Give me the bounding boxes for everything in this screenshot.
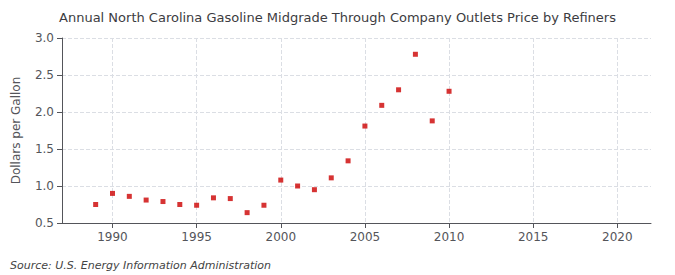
- svg-text:2020: 2020: [602, 230, 633, 244]
- svg-text:2015: 2015: [518, 230, 549, 244]
- svg-text:1990: 1990: [97, 230, 128, 244]
- svg-text:2000: 2000: [265, 230, 296, 244]
- svg-text:2.0: 2.0: [35, 105, 54, 119]
- svg-text:Source: U.S. Energy Informatio: Source: U.S. Energy Information Administ…: [10, 259, 271, 272]
- svg-text:2005: 2005: [350, 230, 381, 244]
- svg-text:Dollars per Gallon: Dollars per Gallon: [9, 77, 23, 185]
- svg-text:1995: 1995: [181, 230, 212, 244]
- svg-text:Annual North Carolina Gasoline: Annual North Carolina Gasoline Midgrade …: [59, 10, 616, 25]
- svg-text:2.5: 2.5: [35, 68, 54, 82]
- svg-text:1.5: 1.5: [35, 142, 54, 156]
- svg-text:1.0: 1.0: [35, 179, 54, 193]
- svg-text:3.0: 3.0: [35, 31, 54, 45]
- svg-text:0.5: 0.5: [35, 216, 54, 230]
- svg-text:2010: 2010: [434, 230, 465, 244]
